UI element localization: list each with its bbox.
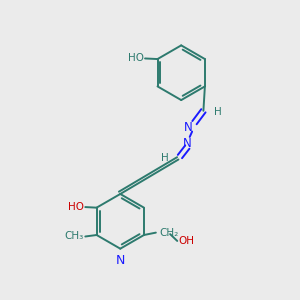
Text: CH₃: CH₃	[65, 232, 84, 242]
Text: H: H	[214, 107, 222, 117]
Text: N: N	[116, 254, 126, 267]
Text: HO: HO	[128, 53, 144, 64]
Text: H: H	[161, 153, 169, 163]
Text: N: N	[184, 121, 193, 134]
Text: OH: OH	[179, 236, 195, 246]
Text: N: N	[182, 137, 191, 150]
Text: CH₂: CH₂	[159, 228, 179, 238]
Text: HO: HO	[68, 202, 84, 212]
